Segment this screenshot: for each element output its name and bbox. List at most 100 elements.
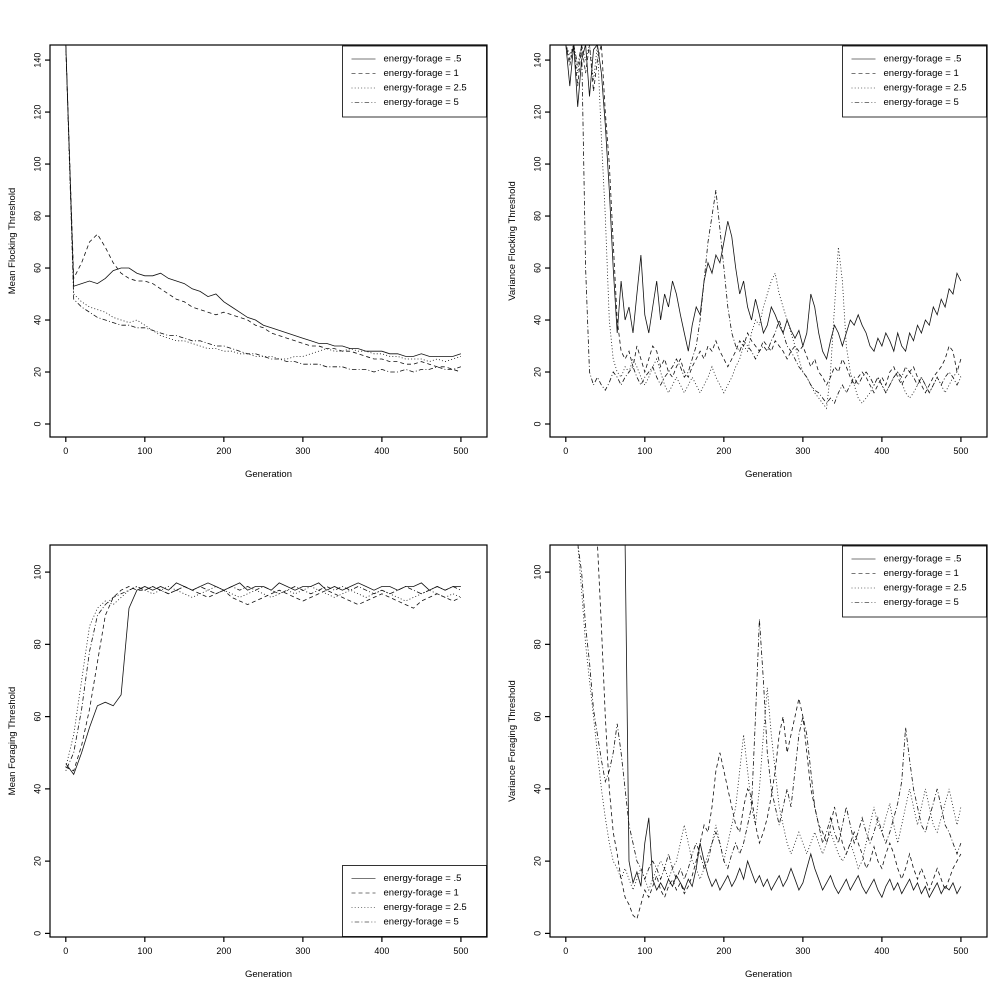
legend-box [842,45,987,118]
y-tick-label: 60 [32,263,42,273]
x-tick-label: 200 [216,946,231,956]
y-tick-label: 20 [32,367,42,377]
series-energy-forage-5 [577,545,962,881]
y-tick-label: 100 [32,565,42,580]
x-tick-label: 0 [63,946,68,956]
x-tick-label: 200 [216,446,231,456]
y-axis: 0 20 40 60 80 100 120 140 [32,53,50,427]
legend-label: energy-forage = 1 [384,68,459,79]
y-tick-label: 80 [532,211,542,221]
x-tick-label: 500 [453,946,468,956]
plot-frame [49,544,488,938]
x-axis: 0 100 200 300 400 500 [63,437,468,456]
y-tick-label: 0 [32,421,42,426]
x-tick-label: 300 [295,446,310,456]
legend-label: energy-forage = .5 [384,873,462,884]
x-tick-label: 100 [637,946,652,956]
legend-label: energy-forage = .5 [384,54,462,65]
y-tick-label: 0 [532,421,542,426]
y-tick-label: 100 [532,157,542,172]
x-tick-label: 300 [795,946,810,956]
legend-label: energy-forage = 5 [884,597,959,608]
x-axis: 0 100 200 300 400 500 [563,937,968,956]
y-tick-label: 0 [32,931,42,936]
x-tick-label: 0 [63,446,68,456]
x-tick-label: 100 [637,446,652,456]
legend: energy-forage = .5 energy-forage = 1 energ… [842,45,987,118]
x-axis: 0 100 200 300 400 500 [63,937,468,956]
chart-mean-flocking-threshold: 0 100 200 300 400 500 0 20 40 60 80 100 120 140 Genera… [7,44,488,480]
series-energy-forage-1 [65,586,462,772]
y-tick-label: 80 [532,639,542,649]
x-axis-title: Generation [245,969,292,980]
y-tick-label: 140 [32,53,42,68]
plot-frame [549,44,988,438]
x-tick-label: 400 [374,946,389,956]
panel-variance-foraging-threshold: 0 100 200 300 400 500 0 20 40 60 80 100 Generation Va… [500,500,1000,1000]
y-tick-label: 60 [32,712,42,722]
chart-variance-foraging-threshold: 0 100 200 300 400 500 0 20 40 60 80 100 Generation Va… [507,544,988,980]
series-energy-forage-.5 [65,45,462,357]
y-axis: 0 20 40 60 80 100 [532,565,550,936]
legend-label: energy-forage = 2.5 [884,83,967,94]
y-tick-label: 20 [532,856,542,866]
series-energy-forage-5 [565,45,962,405]
y-tick-label: 60 [532,263,542,273]
x-tick-label: 300 [795,446,810,456]
panel-variance-flocking-threshold: 0 100 200 300 400 500 0 20 40 60 80 100 120 140 Genera… [500,0,1000,500]
series-energy-forage-.5 [624,545,962,899]
x-axis-title: Generation [245,469,292,480]
y-tick-label: 40 [532,784,542,794]
y-tick-label: 120 [32,105,42,120]
y-axis-title: Variance Foraging Threshold [507,680,518,802]
series-energy-forage-1 [65,45,462,373]
plot-frame [549,544,988,938]
x-axis-title: Generation [745,469,792,480]
y-axis-title: Mean Foraging Threshold [7,687,18,796]
y-axis: 0 20 40 60 80 100 120 140 [532,53,550,427]
legend: energy-forage = .5 energy-forage = 1 energ… [342,45,487,118]
y-axis-title: Mean Flocking Threshold [7,188,18,295]
x-tick-label: 500 [953,446,968,456]
chart-mean-foraging-threshold: 0 100 200 300 400 500 0 20 40 60 80 100 Generation Me… [7,544,488,980]
legend-label: energy-forage = 2.5 [384,902,467,913]
legend-label: energy-forage = 2.5 [384,83,467,94]
x-tick-label: 400 [874,946,889,956]
y-tick-label: 40 [532,315,542,325]
x-tick-label: 0 [563,946,568,956]
x-tick-label: 400 [874,446,889,456]
y-tick-label: 60 [532,712,542,722]
legend-box [842,545,987,618]
legend-label: energy-forage = 5 [884,97,959,108]
x-tick-label: 400 [374,446,389,456]
x-axis: 0 100 200 300 400 500 [563,437,968,456]
series-energy-forage-5 [65,586,462,771]
x-tick-label: 100 [137,446,152,456]
legend-label: energy-forage = 1 [384,888,459,899]
x-tick-label: 200 [716,946,731,956]
y-tick-label: 80 [32,211,42,221]
series-energy-forage-5 [65,45,462,373]
series-energy-forage-2.5 [565,45,962,410]
chart-variance-flocking-threshold: 0 100 200 300 400 500 0 20 40 60 80 100 120 140 Genera… [507,44,988,480]
x-tick-label: 300 [295,946,310,956]
legend-label: energy-forage = .5 [884,54,962,65]
y-tick-label: 20 [532,367,542,377]
y-axis: 0 20 40 60 80 100 [32,565,50,936]
x-tick-label: 100 [137,946,152,956]
legend-box [342,45,487,118]
panel-mean-foraging-threshold: 0 100 200 300 400 500 0 20 40 60 80 100 Generation Me… [0,500,500,1000]
x-axis-title: Generation [745,969,792,980]
y-tick-label: 80 [32,639,42,649]
legend-label: energy-forage = 5 [384,97,459,108]
series-energy-forage-.5 [565,45,962,361]
y-tick-label: 40 [32,784,42,794]
x-tick-label: 500 [953,946,968,956]
legend: energy-forage = .5 energy-forage = 1 energ… [842,545,987,618]
x-tick-label: 200 [716,446,731,456]
legend-label: energy-forage = 2.5 [884,583,967,594]
plot-frame [49,44,488,438]
legend-label: energy-forage = 1 [884,68,959,79]
y-tick-label: 140 [532,53,542,68]
